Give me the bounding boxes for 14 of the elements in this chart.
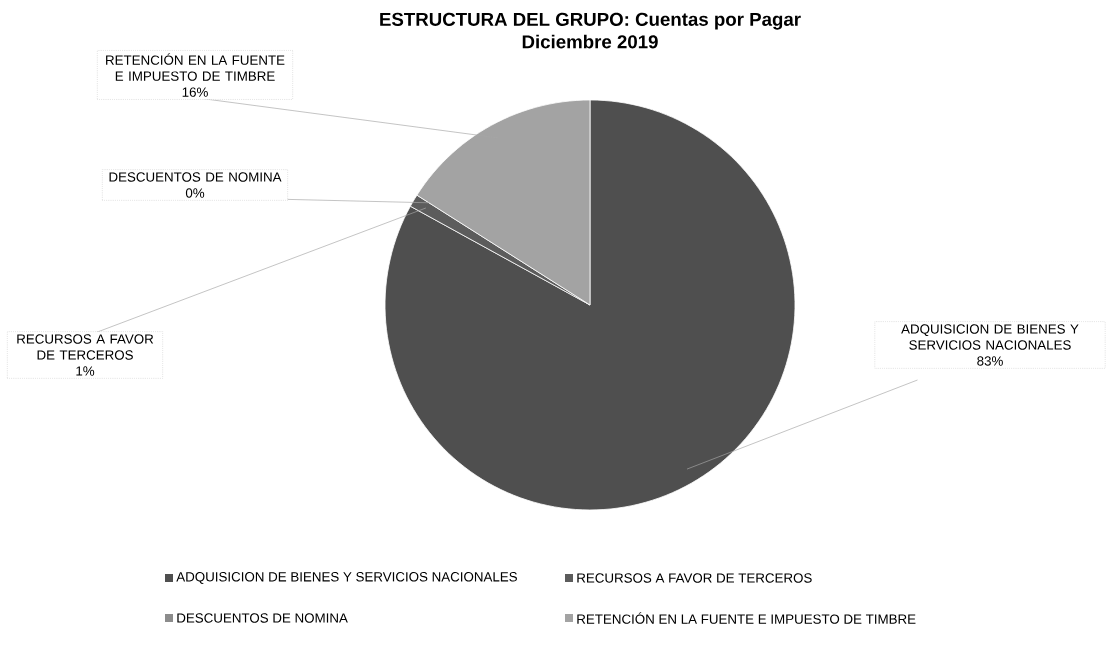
slice-label: RETENCIÓN EN LA FUENTE E IMPUESTO DE TIMBRE: [106, 53, 285, 81]
data-label: 83%: [977, 356, 1003, 366]
data-label: 1%: [76, 366, 95, 376]
chart-title: ESTRUCTURA DEL GRUPO: Cuentas por Pagar: [380, 12, 801, 30]
legend-label: RETENCIÓN EN LA FUENTE E IMPUESTO DE TIMBRE: [577, 612, 916, 624]
chart-subtitle: Diciembre 2019: [522, 34, 658, 49]
legend-label: ADQUISICION DE BIENES Y SERVICIOS NACIONALES: [176, 572, 517, 584]
text: 0%: [185, 188, 205, 198]
category-label: DESCUENTOS DE NOMINA: [109, 172, 282, 182]
slice-label: RECURSOS A FAVOR DE TERCEROS: [17, 334, 154, 360]
legend-label: DESCUENTOS DE NOMINA: [177, 613, 348, 623]
legend-label: RECURSOS A FAVOR DE TERCEROS: [577, 573, 812, 583]
data-label: 16%: [182, 87, 208, 97]
slice-label: ADQUISICION DE BIENES Y SERVICIOS NACIONALES: [901, 324, 1079, 350]
